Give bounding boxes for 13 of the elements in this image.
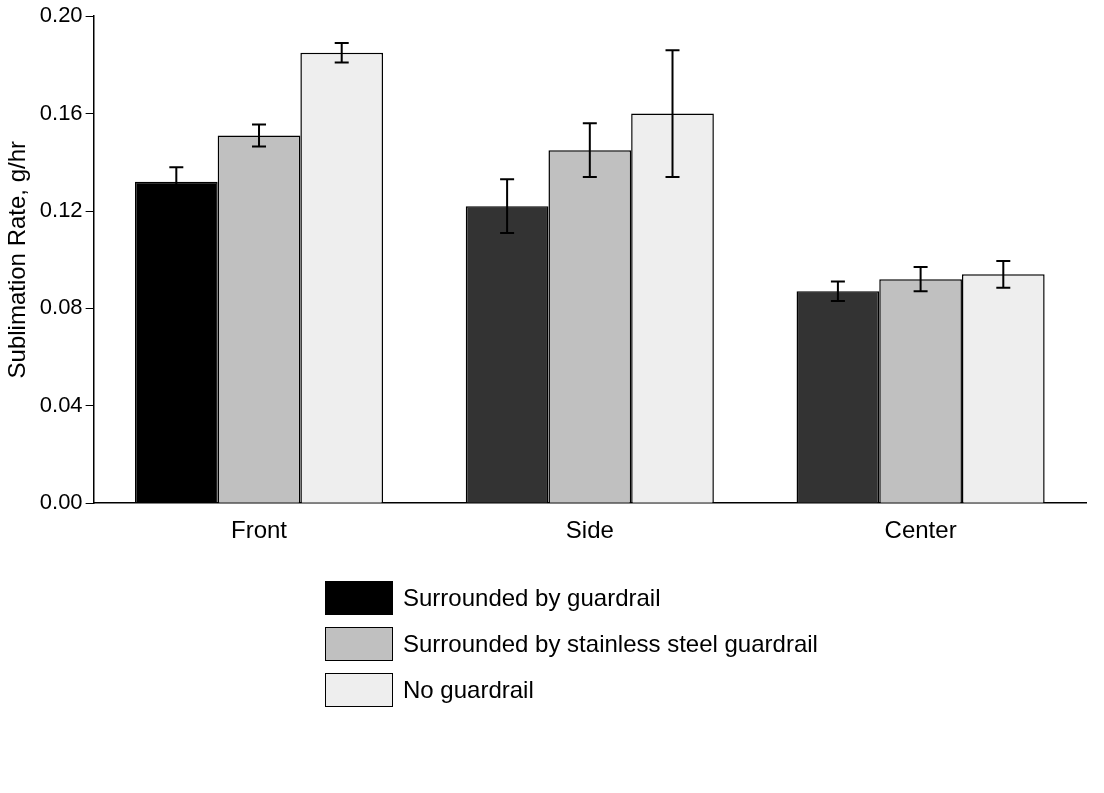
x-tick-label: Side [565,516,614,544]
legend-label: Surrounded by guardrail [403,584,661,612]
y-axis-title: Sublimation Rate, g/hr [3,140,31,379]
y-tick-label: 0.20 [39,2,83,28]
x-tick-label: Center [884,516,957,544]
y-tick-label: 0.16 [39,99,83,125]
y-tick-label: 0.00 [39,489,83,515]
y-tick-label: 0.08 [39,294,83,320]
legend-label: Surrounded by stainless steel guardrail [403,630,818,658]
y-tick-label: 0.12 [39,197,83,223]
y-tick-label: 0.04 [39,391,83,417]
legend-label: No guardrail [403,676,534,704]
x-tick-label: Front [231,516,288,544]
